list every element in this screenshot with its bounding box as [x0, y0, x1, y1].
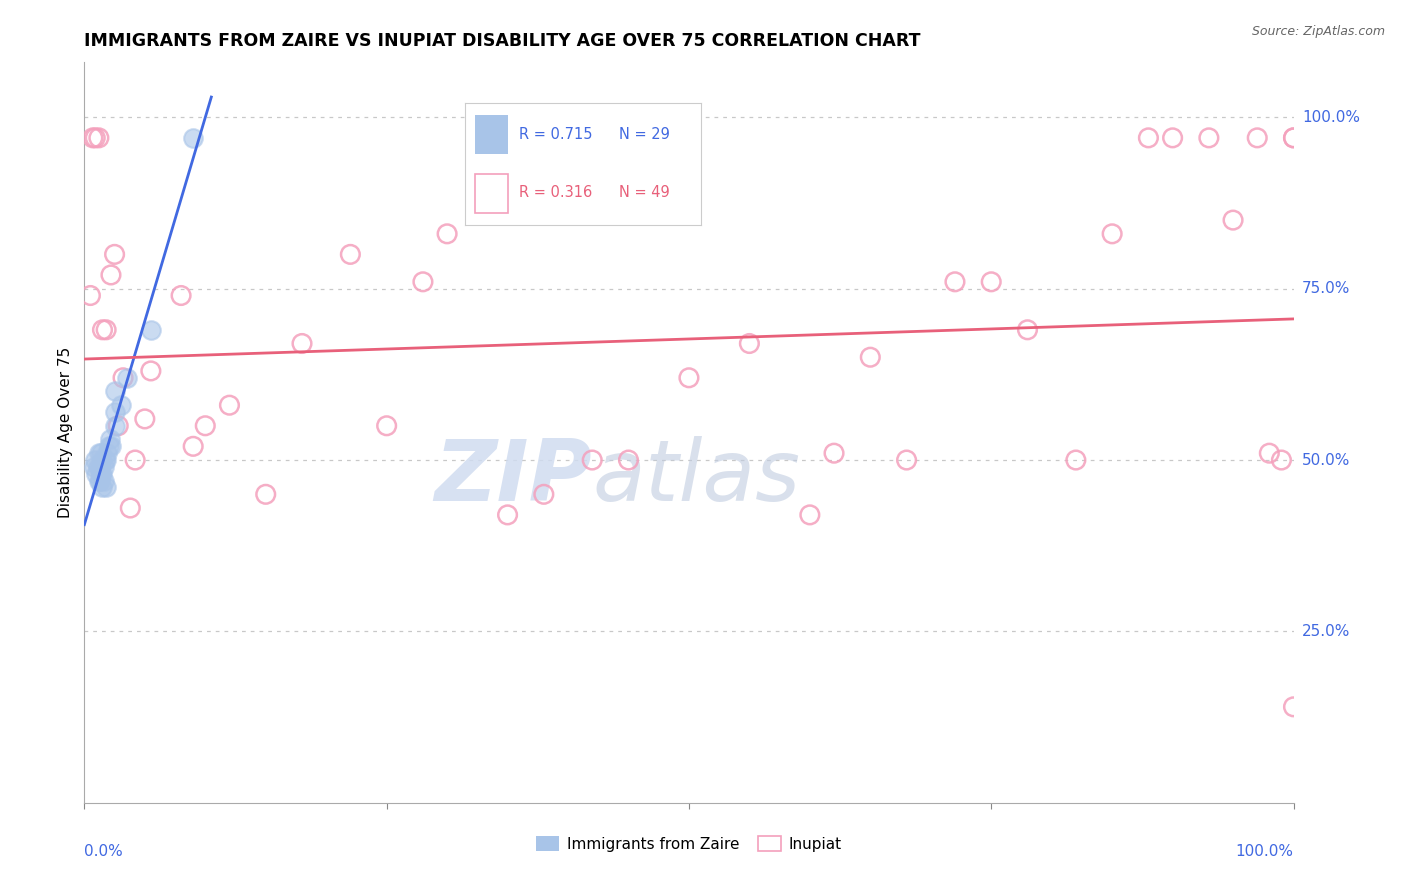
Point — [84, 453, 107, 467]
Legend: Immigrants from Zaire, Inupiat: Immigrants from Zaire, Inupiat — [530, 830, 848, 858]
Point — [83, 459, 105, 474]
Point — [139, 364, 162, 378]
Point — [86, 467, 108, 481]
Text: 100.0%: 100.0% — [1236, 844, 1294, 858]
Point — [112, 371, 135, 385]
Point — [139, 323, 162, 337]
Point — [90, 467, 112, 481]
Text: 25.0%: 25.0% — [1302, 624, 1350, 639]
Point — [170, 288, 193, 302]
Point — [96, 446, 118, 460]
Point — [79, 288, 101, 302]
Point — [107, 418, 129, 433]
Point — [980, 275, 1002, 289]
Point — [678, 371, 700, 385]
Point — [94, 323, 117, 337]
Text: Source: ZipAtlas.com: Source: ZipAtlas.com — [1251, 25, 1385, 38]
Point — [823, 446, 845, 460]
Point — [104, 418, 127, 433]
Point — [1017, 323, 1039, 337]
Point — [94, 453, 117, 467]
Point — [738, 336, 761, 351]
Point — [859, 350, 882, 364]
Point — [87, 474, 110, 488]
Point — [799, 508, 821, 522]
Point — [1222, 213, 1244, 227]
Point — [93, 474, 115, 488]
Point — [104, 405, 127, 419]
Text: 50.0%: 50.0% — [1302, 452, 1350, 467]
Point — [436, 227, 458, 241]
Point — [87, 131, 110, 145]
Point — [89, 459, 111, 474]
Point — [181, 439, 204, 453]
Text: IMMIGRANTS FROM ZAIRE VS INUPIAT DISABILITY AGE OVER 75 CORRELATION CHART: IMMIGRANTS FROM ZAIRE VS INUPIAT DISABIL… — [84, 32, 921, 50]
Text: 0.0%: 0.0% — [84, 844, 124, 858]
Point — [1282, 131, 1305, 145]
Point — [89, 474, 111, 488]
Point — [82, 131, 104, 145]
Point — [896, 453, 918, 467]
Point — [100, 268, 122, 282]
Point — [1246, 131, 1268, 145]
Point — [1282, 699, 1305, 714]
Point — [617, 453, 640, 467]
Point — [104, 384, 127, 399]
Point — [134, 412, 156, 426]
Point — [533, 487, 555, 501]
Point — [218, 398, 240, 412]
Point — [120, 501, 142, 516]
Point — [115, 371, 138, 385]
Point — [91, 323, 114, 337]
Point — [94, 480, 117, 494]
Y-axis label: Disability Age Over 75: Disability Age Over 75 — [58, 347, 73, 518]
Point — [1282, 131, 1305, 145]
Point — [104, 247, 127, 261]
Point — [181, 131, 204, 145]
Point — [1258, 446, 1281, 460]
Point — [1101, 227, 1123, 241]
Point — [93, 459, 115, 474]
Point — [91, 480, 114, 494]
Point — [87, 446, 110, 460]
Point — [1198, 131, 1220, 145]
Point — [100, 439, 122, 453]
Point — [194, 418, 217, 433]
Point — [291, 336, 314, 351]
Text: ZIP: ZIP — [434, 435, 592, 518]
Text: 100.0%: 100.0% — [1302, 110, 1360, 125]
Text: 75.0%: 75.0% — [1302, 281, 1350, 296]
Point — [110, 398, 132, 412]
Point — [254, 487, 277, 501]
Point — [339, 247, 361, 261]
Point — [943, 275, 966, 289]
Point — [124, 453, 146, 467]
Point — [91, 453, 114, 467]
Point — [375, 418, 398, 433]
Point — [1064, 453, 1087, 467]
Point — [412, 275, 434, 289]
Point — [1270, 453, 1292, 467]
Point — [97, 439, 120, 453]
Point — [94, 453, 117, 467]
Point — [84, 131, 107, 145]
Point — [581, 453, 603, 467]
Point — [90, 446, 112, 460]
Point — [1137, 131, 1160, 145]
Point — [98, 433, 121, 447]
Point — [496, 508, 519, 522]
Text: atlas: atlas — [592, 435, 800, 518]
Point — [86, 459, 108, 474]
Point — [1161, 131, 1184, 145]
Point — [91, 467, 114, 481]
